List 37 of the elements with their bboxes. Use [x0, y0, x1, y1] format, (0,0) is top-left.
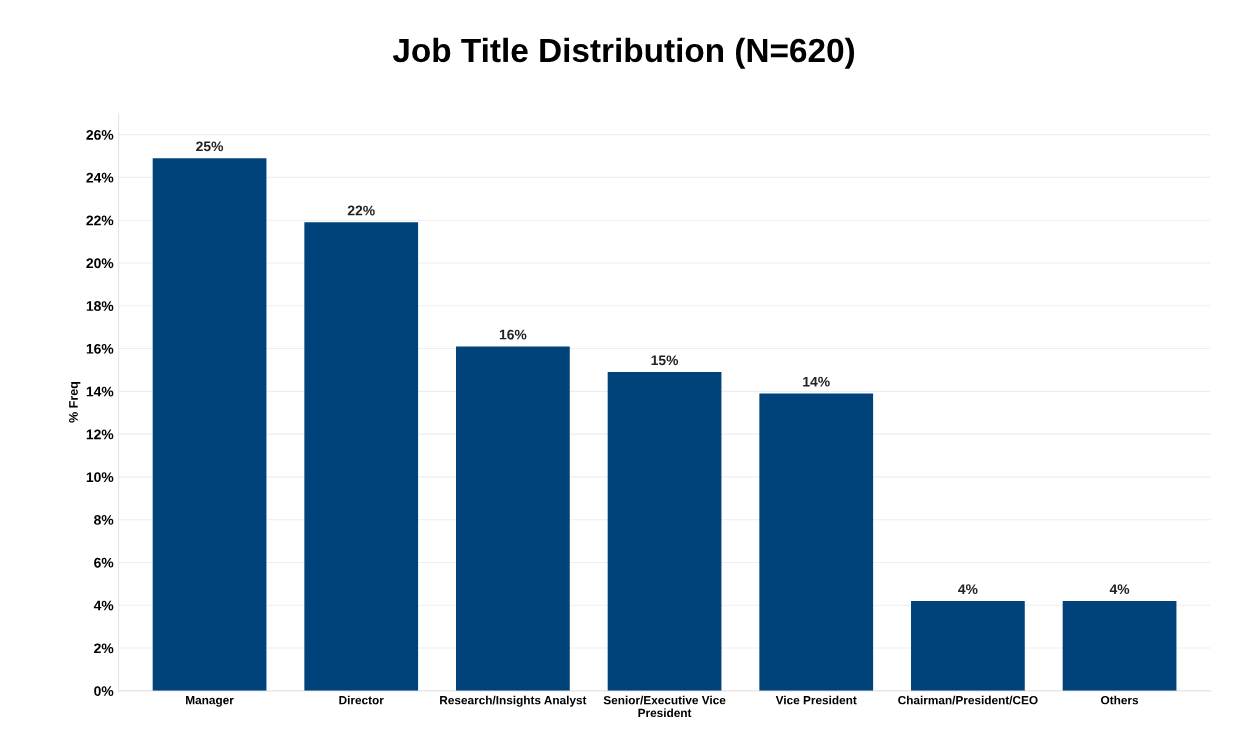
y-tick-label: 26%	[86, 129, 114, 140]
bar	[304, 222, 419, 691]
bar	[607, 372, 722, 691]
y-tick-label: 8%	[94, 515, 114, 525]
data-label: 25%	[196, 141, 224, 152]
bar	[1062, 600, 1177, 691]
y-tick-label: 24%	[86, 172, 114, 183]
data-label: 15%	[651, 355, 679, 366]
chart-title: Job Title Distribution (N=620)	[392, 37, 855, 69]
y-tick-label: 0%	[94, 686, 114, 696]
x-tick-label: Director	[339, 695, 384, 705]
bar	[759, 393, 874, 691]
y-tick-label: 18%	[86, 301, 114, 311]
y-tick-label: 6%	[94, 557, 114, 568]
y-tick-label: 12%	[86, 429, 114, 440]
y-tick-label: 16%	[86, 343, 114, 354]
y-axis-title: % Freq	[69, 382, 81, 423]
x-tick-label: Vice President	[775, 695, 857, 705]
y-tick-label: 2%	[94, 643, 114, 654]
x-tick-label: Chairman/President/CEO	[898, 695, 1038, 705]
data-label: 4%	[1109, 584, 1130, 595]
data-label: 14%	[803, 376, 830, 387]
y-tick-label: 4%	[93, 600, 114, 611]
y-tick-label: 22%	[86, 215, 114, 226]
x-tick-label: Research/Insights Analyst	[440, 695, 587, 707]
y-tick-label: 10%	[86, 472, 114, 483]
x-tick-label: Others	[1101, 695, 1139, 705]
y-tick-label: 20%	[86, 258, 114, 269]
bar	[911, 600, 1025, 691]
x-tick-label: Manager	[186, 696, 234, 707]
data-label: 4%	[958, 584, 978, 595]
data-label: 22%	[347, 205, 375, 216]
y-tick-label: 14%	[86, 386, 114, 397]
x-tick-label: Senior/Executive Vice President	[603, 695, 726, 718]
data-label: 16%	[499, 329, 527, 340]
bar	[456, 346, 570, 691]
bar	[152, 158, 267, 691]
